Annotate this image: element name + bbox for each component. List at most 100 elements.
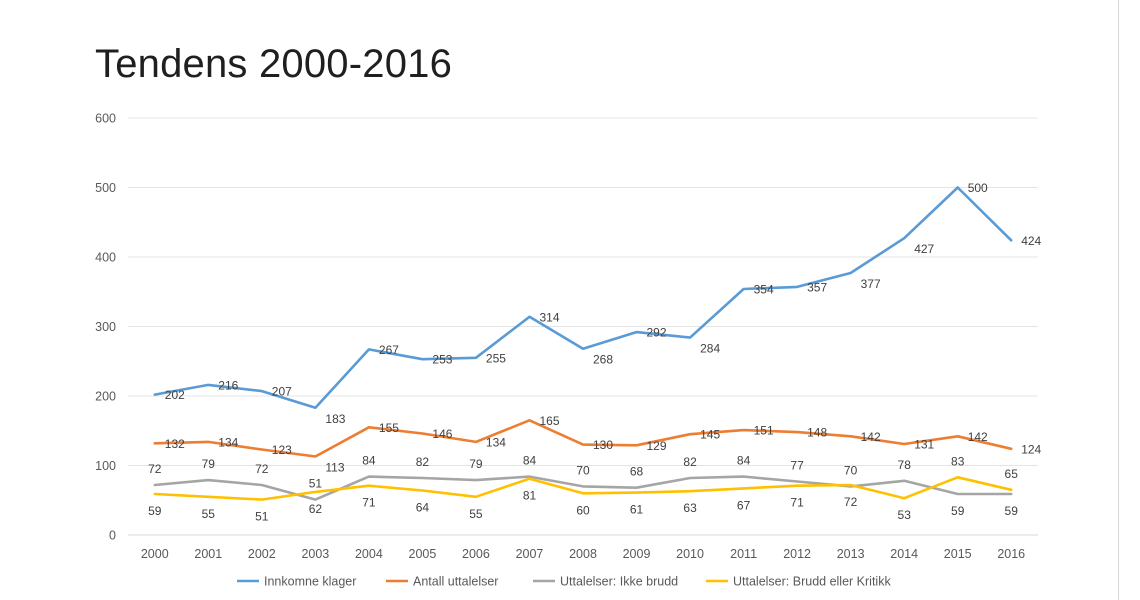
x-tick-label: 2004 [355,547,383,561]
legend-label: Uttalelser: Ikke brudd [560,575,678,589]
data-label: 61 [630,503,644,517]
x-tick-label: 2010 [676,547,704,561]
data-label: 268 [593,353,613,367]
data-label: 123 [272,443,292,457]
data-label: 59 [1005,504,1019,518]
data-label: 155 [379,421,399,435]
data-label: 84 [362,454,376,468]
data-label: 129 [647,439,667,453]
data-label: 500 [968,181,988,195]
x-tick-label: 2016 [997,547,1025,561]
x-tick-label: 2009 [623,547,651,561]
data-label: 78 [898,458,912,472]
y-tick-label: 600 [95,112,116,126]
legend-label: Uttalelser: Brudd eller Kritikk [733,575,891,589]
data-label: 216 [218,378,238,392]
y-tick-label: 200 [95,390,116,404]
data-label: 82 [416,455,430,469]
slide-edge-divider [1118,0,1119,600]
data-label: 59 [951,504,965,518]
data-label: 59 [148,504,162,518]
data-label: 183 [325,412,345,426]
data-label: 146 [432,427,452,441]
data-label: 51 [309,477,323,491]
data-label: 62 [309,502,323,516]
data-label: 65 [1005,467,1019,481]
data-label: 202 [165,388,185,402]
data-label: 292 [647,326,667,340]
legend: Innkomne klager Antall uttalelser Uttalels… [237,575,891,589]
data-label: 132 [165,437,185,451]
series-line [153,475,1013,501]
data-label: 64 [416,501,430,515]
data-label: 142 [968,430,988,444]
data-label: 63 [683,501,697,515]
x-tick-label: 2015 [944,547,972,561]
y-tick-label: 400 [95,251,116,265]
data-label: 424 [1021,234,1041,248]
data-label: 145 [700,428,720,442]
data-label: 67 [737,498,751,512]
y-tick-label: 100 [95,459,116,473]
legend-label: Innkomne klager [264,575,356,589]
x-axis-ticks: 2000 2001 2002 2003 2004 2005 2006 2007 2008 2009… [141,547,1025,561]
data-label: 55 [202,507,216,521]
data-label: 253 [432,353,452,367]
data-label: 72 [844,495,858,509]
x-tick-label: 2003 [301,547,329,561]
data-label: 142 [861,430,881,444]
x-tick-label: 2001 [194,547,222,561]
y-tick-label: 500 [95,181,116,195]
data-label: 70 [576,463,590,477]
data-label: 55 [469,507,483,521]
data-label: 79 [202,457,216,471]
data-label: 124 [1021,442,1041,456]
data-label: 357 [807,280,827,294]
data-label: 151 [754,424,774,438]
x-tick-label: 2008 [569,547,597,561]
y-tick-label: 0 [109,529,116,543]
data-label: 51 [255,510,269,524]
data-label: 72 [148,462,162,476]
x-tick-label: 2002 [248,547,276,561]
data-label: 70 [844,463,858,477]
data-label: 72 [255,462,269,476]
data-label: 53 [898,508,912,522]
x-tick-label: 2014 [890,547,918,561]
data-label: 134 [486,435,506,449]
data-label: 130 [593,438,613,452]
legend-label: Antall uttalelser [413,575,498,589]
series-line [153,186,1013,410]
data-label: 131 [914,438,934,452]
x-tick-label: 2013 [837,547,865,561]
data-label: 134 [218,435,238,449]
data-label: 284 [700,342,720,356]
data-label: 83 [951,454,965,468]
data-label: 165 [540,414,560,428]
data-label: 71 [790,496,804,510]
data-label: 377 [861,277,881,291]
data-label: 427 [914,242,934,256]
data-label: 60 [576,503,590,517]
data-label: 81 [523,489,537,503]
x-tick-label: 2005 [409,547,437,561]
data-label: 82 [683,455,697,469]
data-label: 113 [325,461,344,475]
chart-title: Tendens 2000-2016 [95,42,453,86]
data-label: 84 [737,454,751,468]
data-label: 255 [486,351,506,365]
data-label: 77 [790,459,804,473]
x-tick-label: 2006 [462,547,490,561]
y-tick-label: 300 [95,320,116,334]
data-label: 314 [540,310,560,324]
x-tick-label: 2012 [783,547,811,561]
data-label: 148 [807,426,827,440]
data-label: 71 [362,496,376,510]
y-axis-ticks: 0 100 200 300 400 500 600 [95,112,116,543]
data-label: 68 [630,465,644,479]
data-labels: 202 216 207 183 267 253 255 314 268 292 284 354 357 3… [148,181,1041,524]
x-tick-label: 2007 [516,547,544,561]
series-line [153,418,1013,458]
x-tick-label: 2011 [730,547,757,561]
